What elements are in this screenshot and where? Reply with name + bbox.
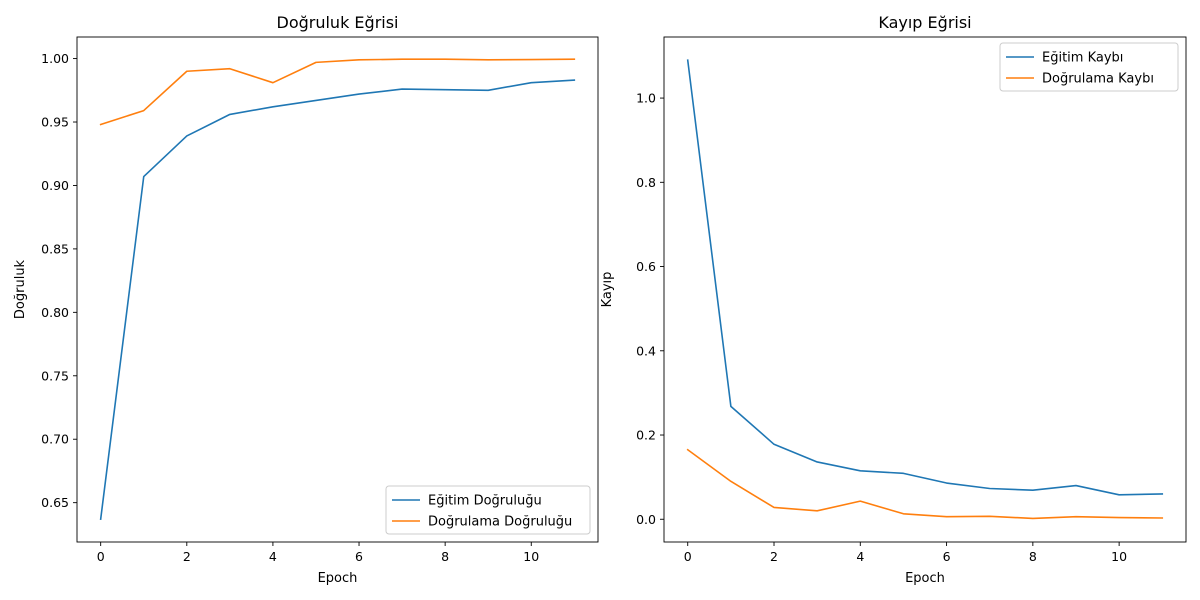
loss-legend-box bbox=[999, 42, 1179, 92]
accuracy-legend-label-1: Eğitim Doğruluğu bbox=[428, 494, 542, 509]
loss-x-tick-label: 2 bbox=[770, 549, 778, 564]
accuracy-y-tick-label: 0.85 bbox=[41, 241, 69, 256]
loss-x-axis-label: Epoch bbox=[905, 571, 945, 586]
loss-chart-title: Kayıp Eğrisi bbox=[878, 13, 971, 32]
accuracy-chart-title: Doğruluk Eğrisi bbox=[277, 13, 399, 32]
accuracy-legend-box bbox=[385, 485, 591, 535]
loss-x-tick-label: 0 bbox=[684, 549, 692, 564]
accuracy-y-tick-label: 0.95 bbox=[41, 115, 69, 130]
accuracy-series-line-1 bbox=[99, 79, 576, 521]
accuracy-y-tick-label: 1.00 bbox=[41, 51, 69, 66]
loss-y-tick-label: 0.2 bbox=[636, 428, 656, 443]
accuracy-x-tick-label: 10 bbox=[523, 549, 539, 564]
loss-legend-label-1: Eğitim Kaybı bbox=[1042, 51, 1123, 66]
loss-y-tick-label: 0.8 bbox=[636, 175, 656, 190]
loss-x-tick-label: 6 bbox=[943, 549, 951, 564]
accuracy-legend: Eğitim Doğruluğu Doğrulama Doğruluğu bbox=[385, 485, 591, 535]
loss-legend: Eğitim Kaybı Doğrulama Kaybı bbox=[999, 42, 1179, 92]
loss-legend-label-2: Doğrulama Kaybı bbox=[1042, 72, 1154, 87]
accuracy-x-tick-label: 0 bbox=[97, 549, 105, 564]
loss-chart: 0 2 4 6 8 10 0.0 0.2 0.4 0.6 0.8 1.0 Kayıp Eğrisi Epo… bbox=[600, 13, 1187, 586]
accuracy-series-line-2 bbox=[99, 58, 576, 126]
accuracy-y-tick-label: 0.70 bbox=[41, 432, 69, 447]
accuracy-axes-frame bbox=[76, 36, 599, 543]
accuracy-y-axis-label: Doğruluk bbox=[13, 259, 28, 319]
loss-x-tick-label: 10 bbox=[1111, 549, 1127, 564]
loss-series-line-2 bbox=[686, 448, 1164, 520]
loss-y-tick-label: 0.0 bbox=[636, 512, 656, 527]
loss-y-tick-label: 1.0 bbox=[636, 91, 656, 106]
accuracy-legend-label-2: Doğrulama Doğruluğu bbox=[428, 515, 572, 530]
accuracy-y-tick-label: 0.90 bbox=[41, 178, 69, 193]
accuracy-x-axis-label: Epoch bbox=[318, 571, 358, 586]
loss-axes-frame bbox=[663, 36, 1187, 543]
loss-y-tick-label: 0.4 bbox=[636, 343, 656, 358]
loss-series-line-1 bbox=[686, 59, 1164, 496]
loss-x-tick-label: 4 bbox=[856, 549, 864, 564]
accuracy-x-tick-label: 2 bbox=[183, 549, 191, 564]
loss-x-tick-label: 8 bbox=[1029, 549, 1037, 564]
accuracy-y-tick-label: 0.75 bbox=[41, 368, 69, 383]
accuracy-x-tick-label: 6 bbox=[355, 549, 363, 564]
loss-y-axis-label: Kayıp bbox=[600, 272, 615, 308]
loss-y-tick-label: 0.6 bbox=[636, 259, 656, 274]
accuracy-x-tick-label: 8 bbox=[441, 549, 449, 564]
accuracy-y-tick-label: 0.65 bbox=[41, 495, 69, 510]
accuracy-x-tick-label: 4 bbox=[269, 549, 277, 564]
accuracy-chart: 0 2 4 6 8 10 0.65 0.70 0.75 0.80 0.85 0.90 0.95 1.00 D… bbox=[13, 13, 599, 586]
accuracy-y-tick-label: 0.80 bbox=[41, 305, 69, 320]
